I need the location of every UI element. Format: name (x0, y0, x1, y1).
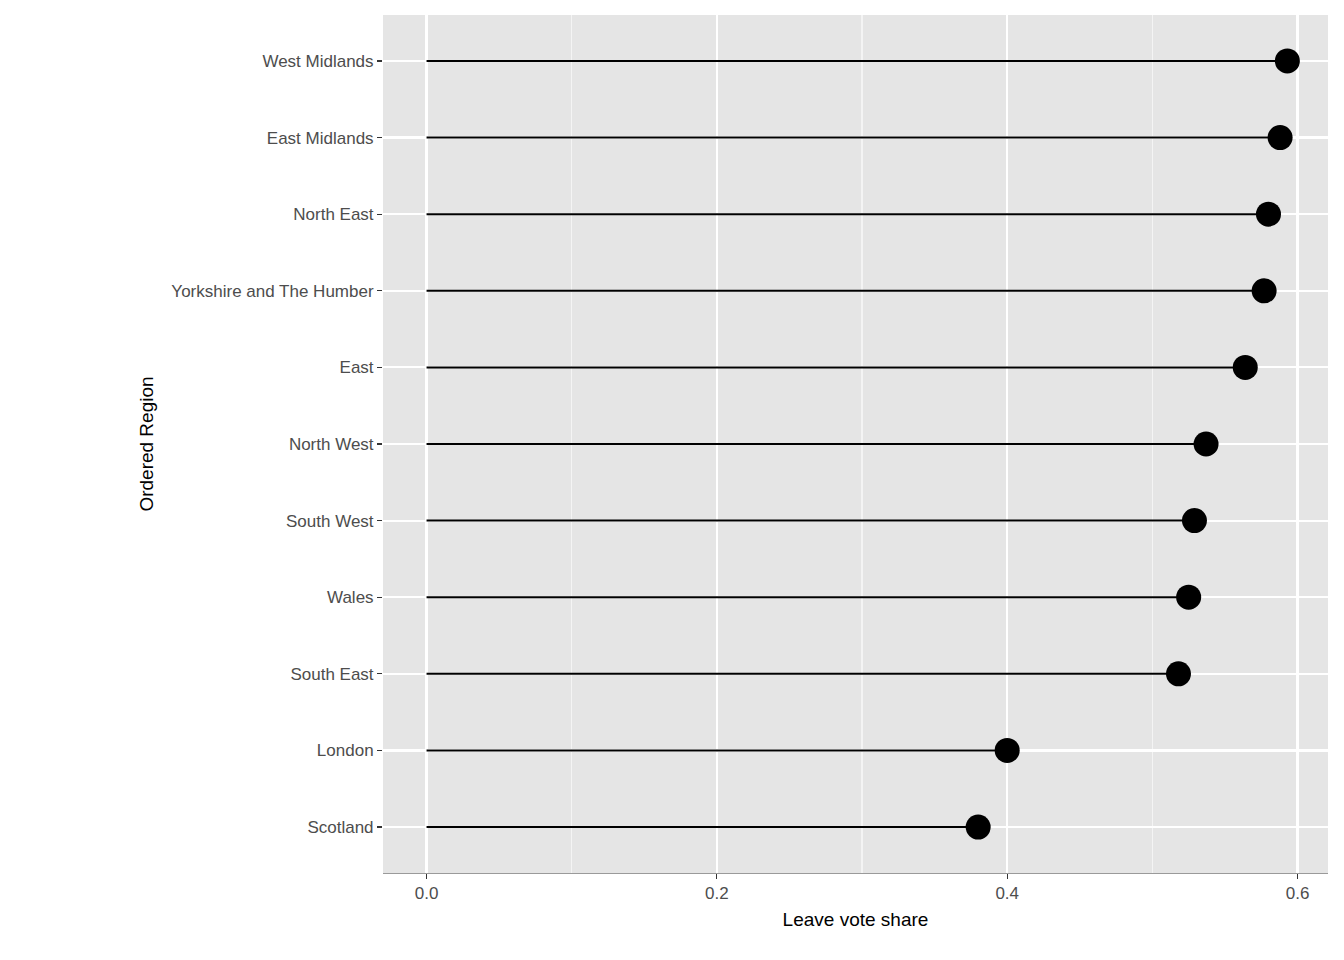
svg-text:Leave vote share: Leave vote share (783, 909, 929, 930)
svg-text:0.2: 0.2 (705, 884, 729, 903)
svg-text:0.4: 0.4 (995, 884, 1019, 903)
svg-text:Ordered Region: Ordered Region (136, 376, 157, 511)
svg-text:Scotland: Scotland (307, 818, 373, 837)
svg-text:East Midlands: East Midlands (267, 129, 374, 148)
svg-text:London: London (317, 741, 374, 760)
svg-text:West Midlands: West Midlands (262, 52, 373, 71)
svg-text:South West: South West (286, 512, 374, 531)
svg-text:North West: North West (289, 435, 374, 454)
svg-text:Yorkshire and The Humber: Yorkshire and The Humber (171, 282, 374, 301)
svg-text:East: East (340, 358, 374, 377)
svg-text:South East: South East (290, 665, 373, 684)
svg-text:North East: North East (293, 205, 374, 224)
svg-text:0.0: 0.0 (415, 884, 439, 903)
svg-text:Wales: Wales (327, 588, 374, 607)
svg-text:0.6: 0.6 (1286, 884, 1310, 903)
